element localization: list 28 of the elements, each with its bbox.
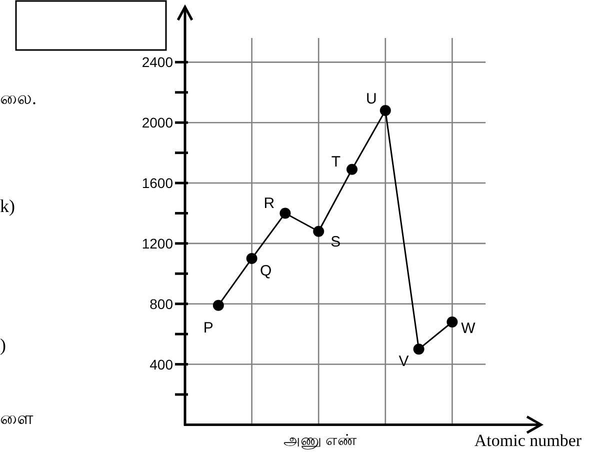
annotation: V [398, 353, 409, 370]
annotation: U [366, 90, 377, 108]
point [212, 300, 224, 311]
y-tick-label: 2400 [142, 54, 174, 70]
annotation: R [264, 195, 275, 212]
point [280, 208, 291, 219]
point [380, 105, 391, 116]
text: ளை [0, 408, 34, 428]
text: ) [0, 335, 6, 355]
x-axis-title: அணு எண் [284, 433, 356, 449]
point [346, 164, 358, 175]
y-tick-label: 800 [150, 296, 174, 312]
y-tick-label: 1200 [142, 235, 174, 252]
point [413, 344, 424, 355]
point [446, 316, 458, 328]
point [246, 253, 258, 264]
y-tick-label: 2000 [142, 114, 174, 131]
point [313, 226, 324, 237]
text: k) [0, 196, 15, 216]
annotation: T [331, 153, 341, 170]
y-tick-label: 400 [150, 356, 174, 372]
annotation: S [330, 233, 341, 250]
annotation: W [461, 320, 476, 337]
text: லை. [0, 88, 36, 108]
annotation: P [203, 319, 214, 336]
text: Atomic number [474, 431, 582, 450]
y-tick-label: 1600 [142, 175, 174, 192]
annotation: Q [260, 262, 272, 280]
